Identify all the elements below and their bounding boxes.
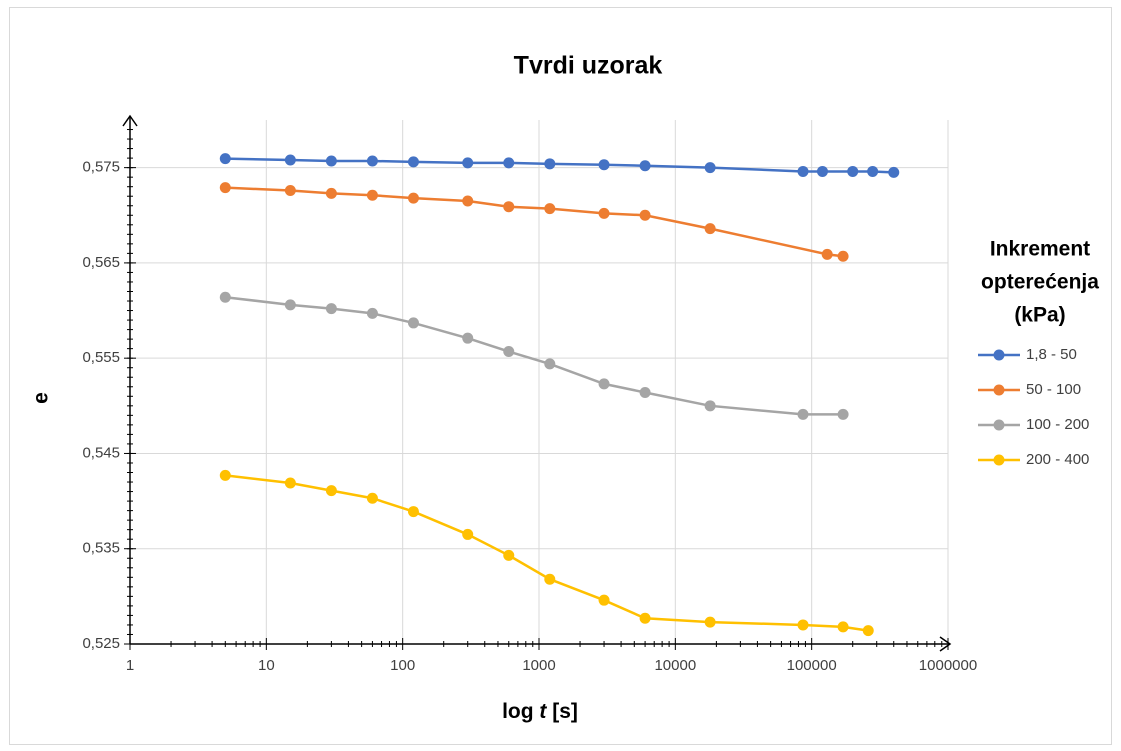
data-point (407, 317, 419, 329)
data-point (821, 248, 833, 260)
data-point (366, 307, 378, 319)
data-point (325, 187, 337, 199)
data-point (284, 154, 296, 166)
data-point (639, 386, 651, 398)
legend-title: Inkrement (990, 238, 1090, 261)
data-point (407, 192, 419, 204)
data-point (219, 182, 231, 194)
data-point (816, 165, 828, 177)
data-point (325, 303, 337, 315)
chart-frame (9, 7, 1112, 745)
data-point (544, 203, 556, 215)
legend-marker (993, 384, 1005, 396)
data-point (704, 400, 716, 412)
data-point (862, 625, 874, 637)
y-tick-label: 0,575 (82, 159, 120, 176)
data-point (325, 155, 337, 167)
data-point (503, 346, 515, 358)
data-point (462, 157, 474, 169)
data-point (462, 528, 474, 540)
y-tick-label: 0,545 (82, 444, 120, 461)
x-tick-label: 1000 (522, 657, 555, 674)
x-label-part: log (502, 700, 539, 723)
data-point (639, 612, 651, 624)
data-point (598, 378, 610, 390)
data-point (704, 223, 716, 235)
data-point (837, 250, 849, 262)
series-line (225, 474, 869, 632)
legend-title: (kPa) (1014, 304, 1065, 327)
x-tick-label: 1000000 (919, 657, 977, 674)
y-tick-label: 0,525 (82, 635, 120, 652)
data-point (219, 291, 231, 303)
data-point (219, 469, 231, 481)
legend-marker (993, 419, 1005, 431)
data-point (704, 162, 716, 174)
data-point (366, 189, 378, 201)
x-label-part: [s] (546, 700, 578, 723)
y-axis-label: e (30, 392, 53, 404)
x-axis-label: log t [s] (502, 700, 578, 723)
data-point (462, 332, 474, 344)
data-point (598, 594, 610, 606)
data-point (797, 619, 809, 631)
data-point (219, 153, 231, 165)
data-point (837, 408, 849, 420)
y-tick-label: 0,535 (82, 540, 120, 557)
series-line (225, 157, 894, 174)
data-point (888, 166, 900, 178)
legend-label: 100 - 200 (1026, 416, 1089, 433)
x-tick-label: 100 (390, 657, 415, 674)
legend-title: opterećenja (981, 271, 1099, 294)
legend-marker (993, 349, 1005, 361)
data-point (847, 165, 859, 177)
y-tick-label: 0,555 (82, 349, 120, 366)
y-tick-label: 0,565 (82, 254, 120, 271)
data-point (503, 549, 515, 561)
data-point (284, 477, 296, 489)
legend-marker (993, 454, 1005, 466)
data-point (284, 185, 296, 197)
x-label-part: t (539, 700, 547, 723)
data-point (325, 485, 337, 497)
x-axis-arrow (939, 636, 952, 652)
data-point (837, 621, 849, 633)
data-point (544, 573, 556, 585)
data-point (366, 492, 378, 504)
data-point (503, 201, 515, 213)
data-point (867, 165, 879, 177)
legend-label: 1,8 - 50 (1026, 346, 1077, 363)
x-tick-label: 100000 (787, 657, 837, 674)
data-point (366, 155, 378, 167)
data-point (639, 160, 651, 172)
data-point (704, 616, 716, 628)
data-point (284, 299, 296, 311)
data-point (407, 156, 419, 168)
data-point (639, 209, 651, 221)
x-tick-label: 10000 (654, 657, 696, 674)
x-tick-label: 1 (126, 657, 134, 674)
data-point (544, 358, 556, 370)
x-tick-label: 10 (258, 657, 275, 674)
data-point (462, 195, 474, 207)
data-point (598, 159, 610, 171)
data-point (598, 207, 610, 219)
data-point (544, 158, 556, 170)
y-axis-arrow (122, 114, 138, 127)
chart-title: Tvrdi uzorak (514, 52, 663, 80)
data-point (407, 506, 419, 518)
legend-label: 200 - 400 (1026, 451, 1089, 468)
legend-label: 50 - 100 (1026, 381, 1081, 398)
data-point (797, 408, 809, 420)
data-point (797, 165, 809, 177)
data-point (503, 157, 515, 169)
